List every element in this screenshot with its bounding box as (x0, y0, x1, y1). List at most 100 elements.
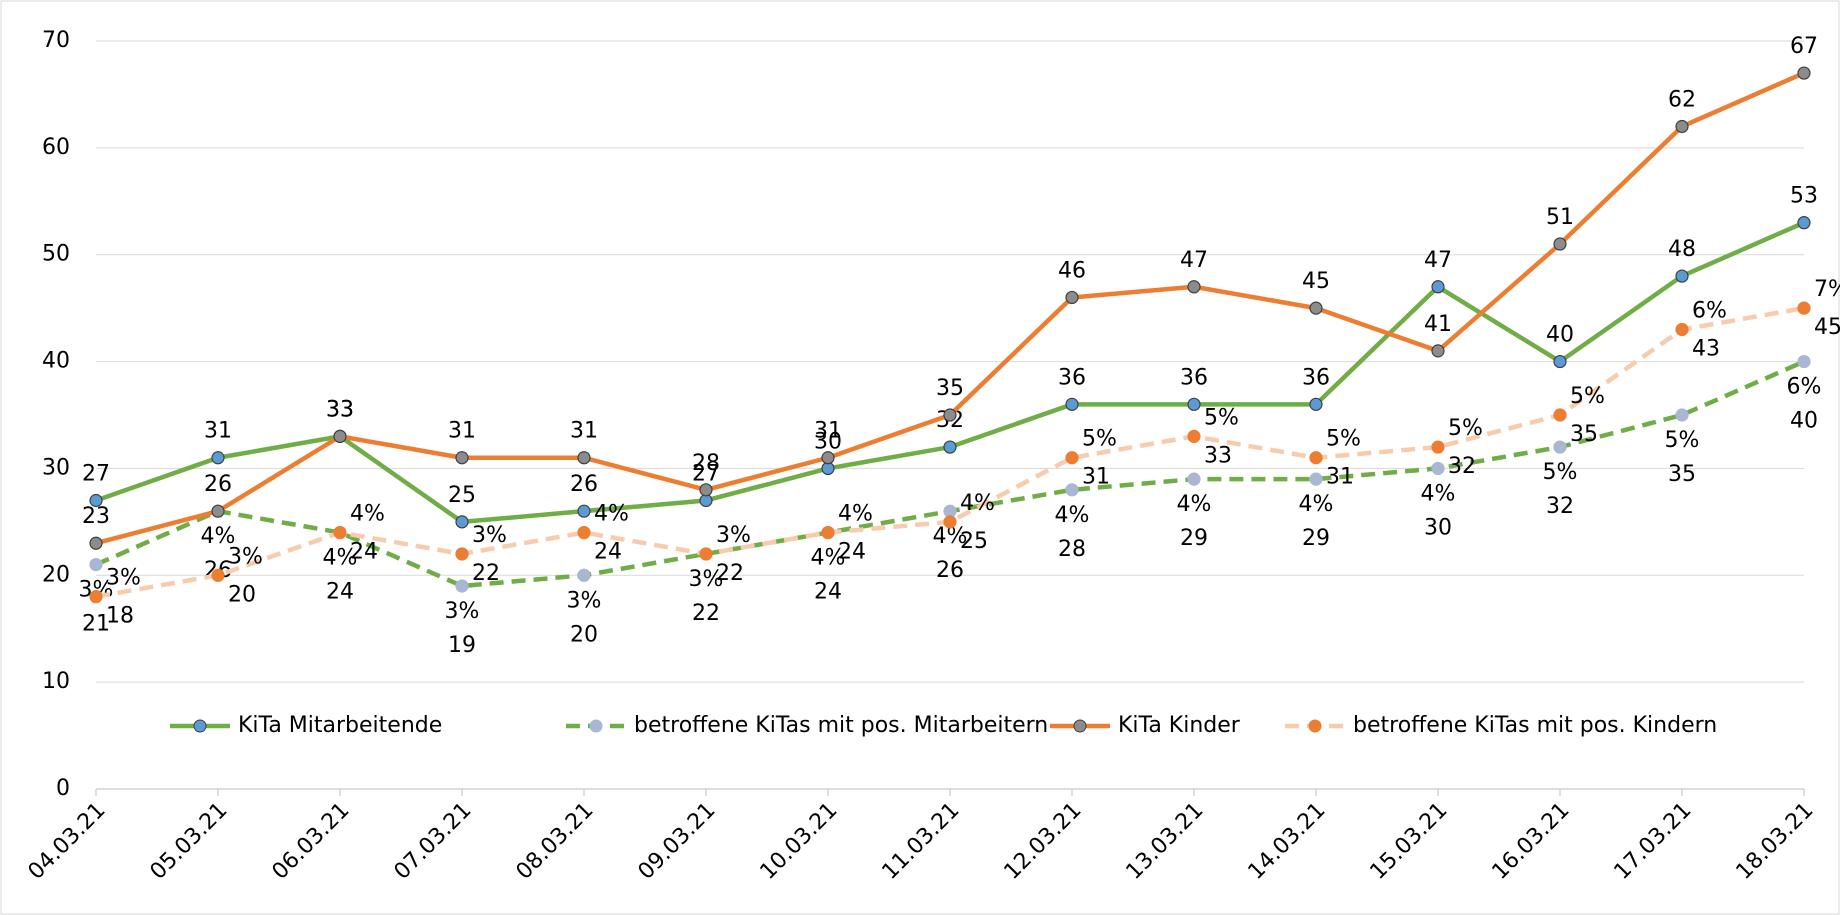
series-marker (1553, 440, 1567, 454)
series-marker (1797, 216, 1811, 230)
legend-marker (589, 719, 603, 733)
series-marker (1553, 237, 1567, 251)
series-marker (943, 408, 957, 422)
data-label: 31 (570, 419, 598, 444)
series-marker (1797, 301, 1811, 315)
legend-label: betroffene KiTas mit pos. Kindern (1353, 713, 1717, 738)
y-tick-label: 50 (42, 242, 70, 267)
series-marker (1675, 269, 1689, 283)
data-label: 45 (1302, 269, 1330, 294)
data-label: 33 (1204, 443, 1232, 468)
data-label: 32 (1546, 494, 1574, 519)
series-marker (89, 557, 103, 572)
data-label: 41 (1424, 312, 1452, 337)
share-label: 5% (1204, 405, 1239, 430)
share-label: 3% (445, 599, 480, 624)
share-label: 3% (567, 588, 602, 613)
series-marker (211, 451, 225, 465)
series-marker (1309, 451, 1323, 465)
data-label: 31 (1082, 465, 1110, 490)
data-label: 24 (350, 540, 378, 565)
series-marker (1675, 322, 1689, 337)
series-marker (1065, 397, 1079, 411)
share-label: 3% (228, 544, 263, 569)
share-label: 4% (1421, 481, 1456, 506)
y-tick-label: 70 (42, 28, 70, 53)
data-label: 47 (1180, 248, 1208, 273)
series-marker (455, 451, 469, 465)
data-label: 35 (936, 376, 964, 401)
share-label: 3% (716, 523, 751, 548)
share-label: 4% (1055, 503, 1090, 528)
data-label: 36 (1302, 365, 1330, 390)
series-marker (1187, 472, 1201, 486)
data-label: 53 (1790, 184, 1818, 209)
share-label: 3% (472, 523, 507, 548)
series-marker (1187, 280, 1201, 294)
data-label: 20 (570, 622, 598, 647)
data-label: 19 (448, 633, 476, 658)
series-marker (211, 568, 225, 582)
share-label: 4% (1299, 492, 1334, 517)
data-label: 35 (1570, 422, 1598, 447)
data-label: 36 (1058, 365, 1086, 390)
data-label: 45 (1814, 315, 1840, 340)
data-label: 35 (1668, 462, 1696, 487)
data-label: 36 (1180, 365, 1208, 390)
series-marker (577, 451, 591, 465)
data-label: 40 (1546, 323, 1574, 348)
data-label: 27 (82, 461, 110, 486)
data-label: 25 (960, 529, 988, 554)
data-label: 29 (1302, 526, 1330, 551)
data-label: 25 (448, 483, 476, 508)
series-marker (89, 493, 103, 508)
data-label: 48 (1668, 237, 1696, 262)
data-label: 29 (1180, 526, 1208, 551)
share-label: 4% (594, 502, 629, 527)
y-tick-label: 30 (42, 455, 70, 480)
series-marker (1797, 354, 1811, 369)
series-marker (1553, 354, 1567, 369)
series-marker (1065, 290, 1079, 305)
series-marker (1675, 408, 1689, 422)
series-marker (333, 525, 347, 540)
y-tick-label: 0 (56, 776, 70, 801)
series-marker (89, 536, 103, 550)
data-label: 22 (692, 601, 720, 626)
legend-label: KiTa Kinder (1118, 713, 1241, 738)
series-marker (1675, 119, 1689, 134)
share-label: 4% (323, 546, 358, 571)
share-label: 5% (1448, 416, 1483, 441)
share-label: 4% (1177, 492, 1212, 517)
data-label: 26 (936, 558, 964, 583)
series-marker (1797, 66, 1811, 80)
series-marker (577, 504, 591, 518)
share-label: 5% (1326, 427, 1361, 452)
series-marker (1065, 483, 1079, 497)
data-label: 31 (204, 419, 232, 444)
data-label: 26 (204, 472, 232, 497)
data-label: 62 (1668, 87, 1696, 112)
share-label: 3% (106, 566, 141, 591)
data-label: 31 (814, 419, 842, 444)
share-label: 4% (960, 491, 995, 516)
data-label: 24 (838, 540, 866, 565)
share-label: 7% (1814, 277, 1840, 302)
series-marker (455, 515, 469, 529)
data-label: 30 (814, 429, 842, 454)
series-marker (89, 590, 103, 604)
series-marker (1431, 440, 1445, 454)
series-marker (211, 504, 225, 518)
series-marker (821, 451, 835, 465)
series-marker (1309, 301, 1323, 315)
data-label: 24 (594, 540, 622, 565)
data-label: 18 (106, 604, 134, 629)
share-label: 4% (350, 502, 385, 527)
share-label: 6% (1787, 375, 1822, 400)
series-marker (699, 547, 713, 561)
legend-marker (1308, 719, 1322, 733)
legend-label: KiTa Mitarbeitende (238, 713, 442, 738)
share-label: 4% (811, 546, 846, 571)
